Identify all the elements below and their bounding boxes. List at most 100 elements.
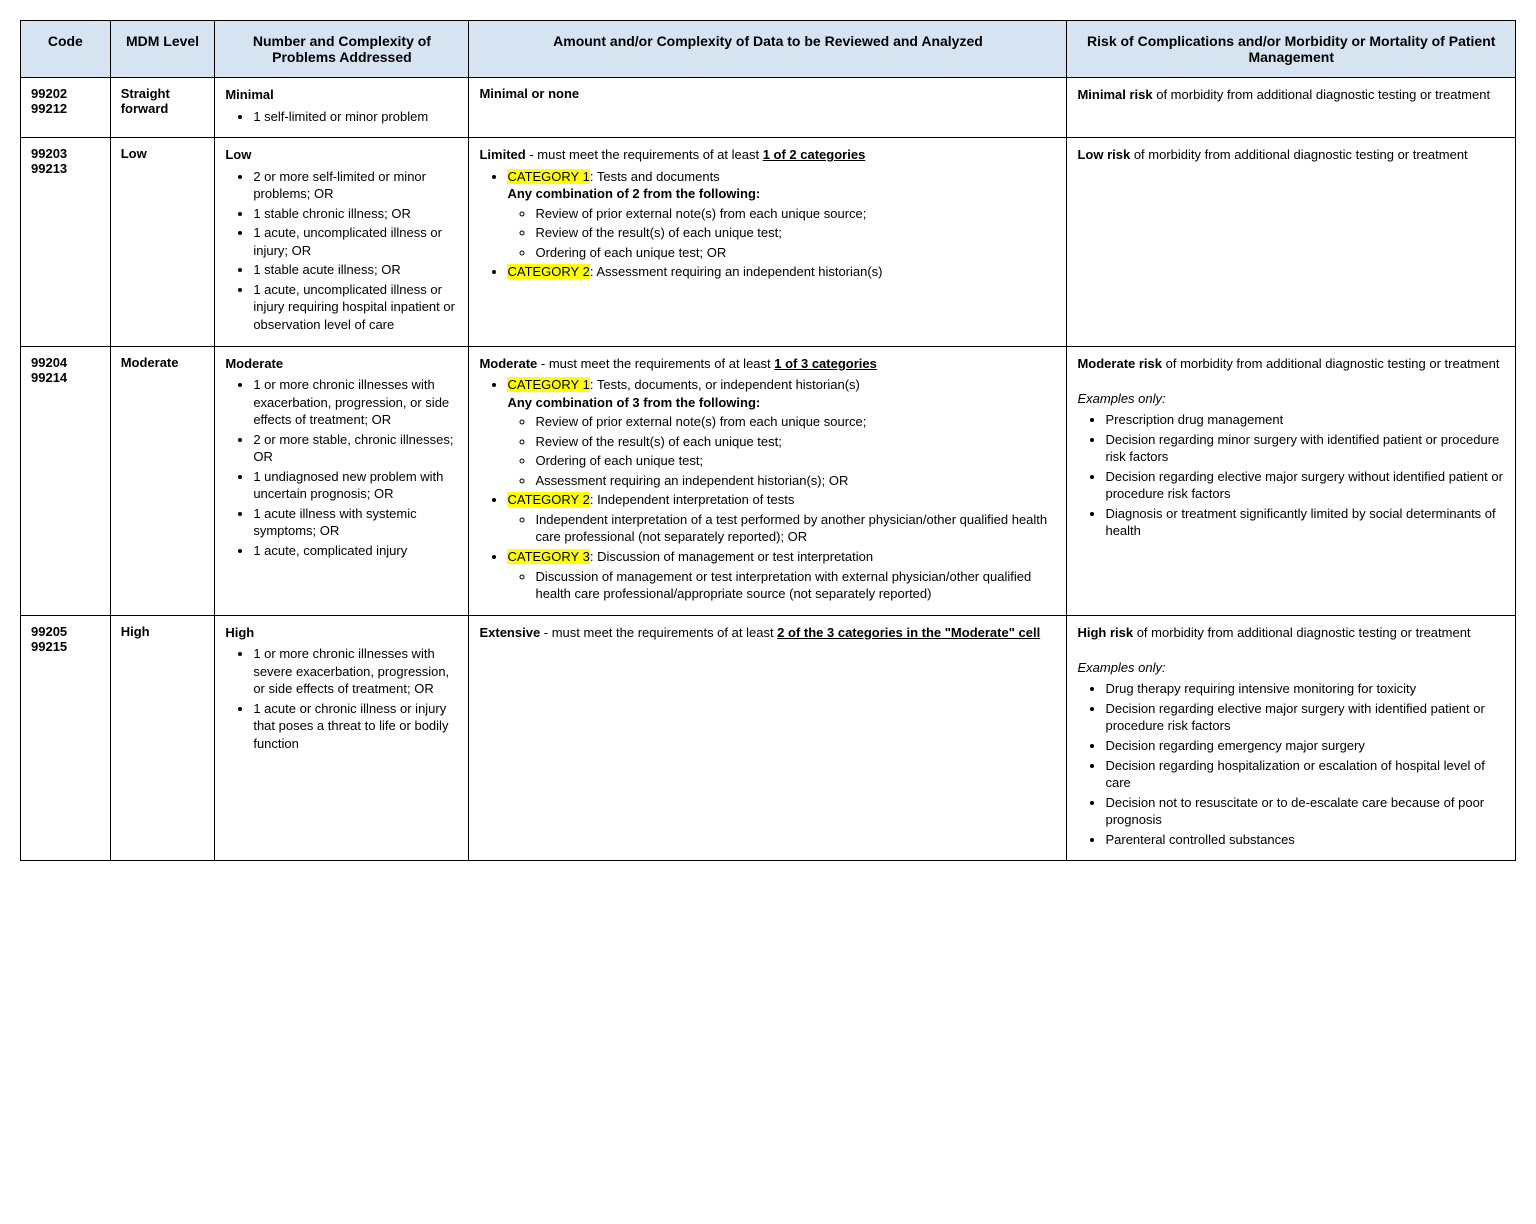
cat1-sub: Any combination of 2 from the following:: [507, 186, 760, 201]
sub-item: Ordering of each unique test;: [535, 452, 1056, 470]
example-item: Parenteral controlled substances: [1105, 831, 1505, 849]
problem-item: 1 stable chronic illness; OR: [253, 205, 458, 223]
example-item: Decision regarding emergency major surge…: [1105, 737, 1505, 755]
problems-cell: Moderate 1 or more chronic illnesses wit…: [215, 346, 469, 615]
cat1-rest: : Tests, documents, or independent histo…: [590, 377, 860, 392]
cat1-label: CATEGORY 1: [507, 377, 589, 392]
example-item: Decision regarding elective major surger…: [1105, 700, 1505, 735]
code-cell: 99202 99212: [21, 78, 111, 138]
problems-title: High: [225, 625, 254, 640]
data-cell: Limited - must meet the requirements of …: [469, 138, 1067, 346]
problem-item: 1 self-limited or minor problem: [253, 108, 458, 126]
data-cell: Extensive - must meet the requirements o…: [469, 615, 1067, 861]
code-1: 99204: [31, 355, 67, 370]
cat2-rest: : Assessment requiring an independent hi…: [590, 264, 883, 279]
problem-item: 2 or more self-limited or minor problems…: [253, 168, 458, 203]
problem-item: 1 acute, uncomplicated illness or injury…: [253, 281, 458, 334]
code-cell: 99205 99215: [21, 615, 111, 861]
problem-item: 1 acute or chronic illness or injury tha…: [253, 700, 458, 753]
risk-rest: of morbidity from additional diagnostic …: [1153, 87, 1490, 102]
problem-item: 1 or more chronic illnesses with exacerb…: [253, 376, 458, 429]
problems-title: Low: [225, 147, 251, 162]
problem-item: 2 or more stable, chronic illnesses; OR: [253, 431, 458, 466]
code-cell: 99203 99213: [21, 138, 111, 346]
sub-item: Assessment requiring an independent hist…: [535, 472, 1056, 490]
risk-bold: Low risk: [1077, 147, 1130, 162]
cat2-rest: : Independent interpretation of tests: [590, 492, 795, 507]
data-underline: 1 of 3 categories: [774, 356, 877, 371]
data-rest: - must meet the requirements of at least: [526, 147, 763, 162]
category-2: CATEGORY 2: Assessment requiring an inde…: [507, 263, 1056, 281]
risk-cell: High risk of morbidity from additional d…: [1067, 615, 1516, 861]
example-item: Diagnosis or treatment significantly lim…: [1105, 505, 1505, 540]
code-1: 99205: [31, 624, 67, 639]
data-bold: Extensive: [479, 625, 540, 640]
data-cell: Minimal or none: [469, 78, 1067, 138]
example-item: Decision regarding elective major surger…: [1105, 468, 1505, 503]
risk-bold: Moderate risk: [1077, 356, 1162, 371]
header-risk: Risk of Complications and/or Morbidity o…: [1067, 21, 1516, 78]
data-rest: - must meet the requirements of at least: [540, 625, 777, 640]
sub-item: Review of the result(s) of each unique t…: [535, 433, 1056, 451]
data-bold: Moderate: [479, 356, 537, 371]
code-1: 99202: [31, 86, 67, 101]
code-cell: 99204 99214: [21, 346, 111, 615]
header-data: Amount and/or Complexity of Data to be R…: [469, 21, 1067, 78]
risk-rest: of morbidity from additional diagnostic …: [1133, 625, 1470, 640]
problem-item: 1 undiagnosed new problem with uncertain…: [253, 468, 458, 503]
cat1-label: CATEGORY 1: [507, 169, 589, 184]
example-item: Prescription drug management: [1105, 411, 1505, 429]
examples-label: Examples only:: [1077, 391, 1165, 406]
data-bold: Limited: [479, 147, 525, 162]
risk-bold: Minimal risk: [1077, 87, 1152, 102]
example-item: Drug therapy requiring intensive monitor…: [1105, 680, 1505, 698]
category-2: CATEGORY 2: Independent interpretation o…: [507, 491, 1056, 546]
cat1-sub: Any combination of 3 from the following:: [507, 395, 760, 410]
example-item: Decision regarding minor surgery with id…: [1105, 431, 1505, 466]
sub-item: Review of prior external note(s) from ea…: [535, 413, 1056, 431]
data-title: Minimal or none: [479, 86, 579, 101]
mdm-cell: Straight forward: [110, 78, 215, 138]
risk-cell: Low risk of morbidity from additional di…: [1067, 138, 1516, 346]
sub-item: Review of the result(s) of each unique t…: [535, 224, 1056, 242]
problem-item: 1 acute illness with systemic symptoms; …: [253, 505, 458, 540]
header-code: Code: [21, 21, 111, 78]
cat1-rest: : Tests and documents: [590, 169, 720, 184]
category-1: CATEGORY 1: Tests, documents, or indepen…: [507, 376, 1056, 489]
header-mdm: MDM Level: [110, 21, 215, 78]
problems-title: Minimal: [225, 87, 273, 102]
risk-rest: of morbidity from additional diagnostic …: [1162, 356, 1499, 371]
code-2: 99214: [31, 370, 67, 385]
problem-item: 1 or more chronic illnesses with severe …: [253, 645, 458, 698]
problem-item: 1 stable acute illness; OR: [253, 261, 458, 279]
risk-bold: High risk: [1077, 625, 1133, 640]
header-problems: Number and Complexity of Problems Addres…: [215, 21, 469, 78]
code-2: 99212: [31, 101, 67, 116]
data-rest: - must meet the requirements of at least: [537, 356, 774, 371]
risk-cell: Minimal risk of morbidity from additiona…: [1067, 78, 1516, 138]
code-1: 99203: [31, 146, 67, 161]
risk-rest: of morbidity from additional diagnostic …: [1130, 147, 1467, 162]
sub-item: Review of prior external note(s) from ea…: [535, 205, 1056, 223]
cat3-rest: : Discussion of management or test inter…: [590, 549, 873, 564]
mdm-cell: Low: [110, 138, 215, 346]
problem-item: 1 acute, complicated injury: [253, 542, 458, 560]
examples-label: Examples only:: [1077, 660, 1165, 675]
mdm-table: Code MDM Level Number and Complexity of …: [20, 20, 1516, 861]
mdm-cell: Moderate: [110, 346, 215, 615]
problem-item: 1 acute, uncomplicated illness or injury…: [253, 224, 458, 259]
problems-cell: High 1 or more chronic illnesses with se…: [215, 615, 469, 861]
category-1: CATEGORY 1: Tests and documents Any comb…: [507, 168, 1056, 262]
risk-cell: Moderate risk of morbidity from addition…: [1067, 346, 1516, 615]
data-cell: Moderate - must meet the requirements of…: [469, 346, 1067, 615]
cat2-label: CATEGORY 2: [507, 264, 589, 279]
sub-item: Discussion of management or test interpr…: [535, 568, 1056, 603]
sub-item: Ordering of each unique test; OR: [535, 244, 1056, 262]
cat2-label: CATEGORY 2: [507, 492, 589, 507]
mdm-cell: High: [110, 615, 215, 861]
category-3: CATEGORY 3: Discussion of management or …: [507, 548, 1056, 603]
header-row: Code MDM Level Number and Complexity of …: [21, 21, 1516, 78]
example-item: Decision regarding hospitalization or es…: [1105, 757, 1505, 792]
code-2: 99213: [31, 161, 67, 176]
problems-cell: Low 2 or more self-limited or minor prob…: [215, 138, 469, 346]
